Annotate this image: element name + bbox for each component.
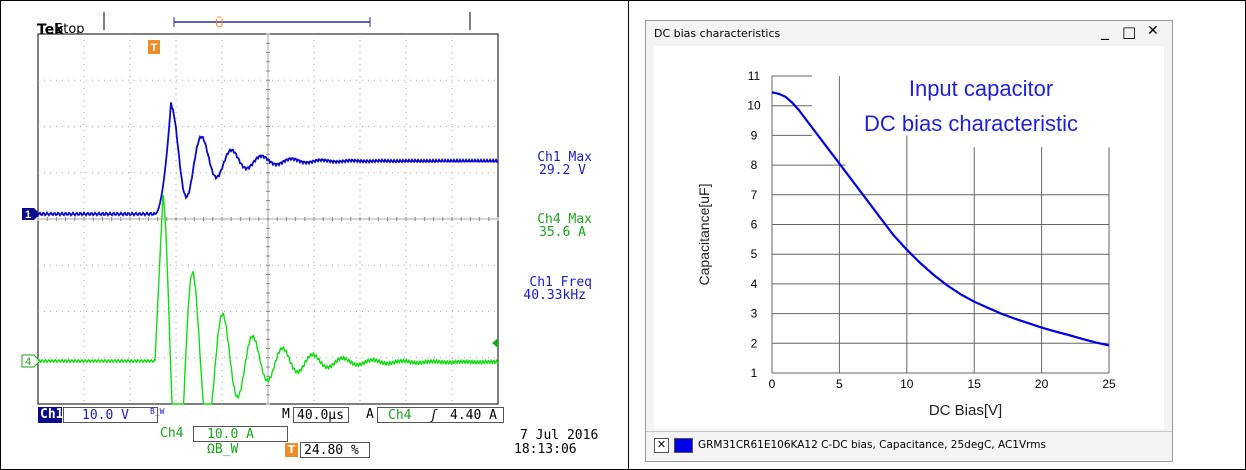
close-button[interactable]: ✕ (1147, 23, 1159, 39)
y-tick-label: 10 (747, 99, 761, 113)
record-trigger-marker: Ũ (215, 15, 224, 30)
x-tick-label: 15 (968, 377, 982, 391)
scope-time: 18:13:06 (514, 442, 577, 457)
x-tick-label: 25 (1102, 377, 1116, 391)
window-title: DC bias characteristics (654, 27, 781, 40)
trigger-level-arrow (492, 338, 498, 348)
ch4-status-label: Ch4 (160, 426, 184, 441)
legend-checkbox[interactable]: ✕ (654, 438, 669, 453)
trigger-channel: Ch4 (388, 408, 412, 423)
y-tick-label: 2 (751, 336, 758, 350)
trigger-level: 4.40 A (450, 408, 497, 423)
trigger-marker-label: T (151, 42, 158, 54)
measurement-label: Ch4 Max (537, 212, 592, 227)
ch4-waveform (37, 194, 499, 405)
y-tick-label: 4 (751, 277, 758, 291)
ch4-ground-marker (21, 354, 41, 368)
dc-bias-chart: 0 5 10 15 20 25 1 2 3 4 5 6 7 8 9 10 11 DC Bias[V] Capacit… (696, 69, 1116, 419)
y-tick-label: 8 (751, 158, 758, 172)
ch1-ground-marker (22, 208, 40, 220)
y-tick-label: 5 (751, 247, 758, 261)
y-tick-label: 9 (751, 128, 758, 142)
y-tick-label: 7 (751, 188, 758, 202)
dc-bias-window: DC bias characteristics _ □ ✕ 0 5 10 15 20 25… (645, 20, 1173, 462)
measurement-value: 29.2 V (539, 163, 586, 178)
x-tick-label: 10 (900, 377, 914, 391)
measurement-label: Ch1 Max (537, 150, 592, 165)
timebase-prefix: M (282, 407, 290, 422)
series-line (771, 91, 1110, 347)
plot-area (654, 46, 1164, 429)
y-tick-label: 3 (751, 307, 758, 321)
trigger-settings: Ch4 ʃ 4.40 A (377, 407, 504, 423)
measurement-value: 35.6 A (539, 225, 586, 240)
y-tick-label: 11 (748, 69, 761, 83)
scope-date: 7 Jul 2016 (520, 428, 599, 443)
minimize-button[interactable]: _ (1101, 21, 1109, 40)
x-tick-label: 5 (836, 377, 843, 391)
x-axis-label: DC Bias[V] (929, 402, 1002, 419)
x-tick-label: 0 (769, 377, 776, 391)
trigger-marker-icon (148, 40, 160, 54)
trigger-position: 24.80 % (300, 442, 370, 458)
ch1-waveform (37, 102, 499, 217)
trigger-slope-icon: ʃ (430, 408, 438, 423)
ch1-bw-flag: B_W (150, 407, 165, 416)
measurement-label: Ch1 Freq (529, 275, 592, 290)
y-tick-label: 1 (751, 366, 758, 380)
timebase-value: 40.0µs (293, 407, 349, 423)
maximize-button[interactable]: □ (1122, 23, 1137, 41)
legend-bar: ✕ GRM31CR61E106KA12 C-DC bias, Capacitan… (646, 431, 1172, 460)
y-tick-label: 6 (751, 218, 758, 232)
panel-divider (628, 0, 629, 470)
legend-entry: GRM31CR61E106KA12 C-DC bias, Capacitance… (698, 439, 1046, 451)
x-tick-label: 20 (1035, 377, 1049, 391)
trigger-position-icon: T (285, 443, 298, 457)
chart-annotation-line2: DC bias characteristic (864, 111, 1078, 136)
scope-display: Ũ T 1 4 (21, 12, 499, 405)
scope-state: Stop (55, 22, 85, 37)
ch1-marker-label: 1 (25, 209, 31, 221)
ch1-status-label: Ch1 (38, 407, 64, 423)
ch4-scale: 10.0 A ΩB_W (193, 426, 288, 457)
ch1-scale: 10.0 V (63, 407, 158, 423)
trigger-source-prefix: A (366, 407, 374, 422)
chart-annotation-line1: Input capacitor (909, 76, 1053, 101)
measurement-value: 40.33kHz (523, 288, 586, 303)
ch4-marker-label: 4 (25, 356, 31, 368)
y-axis-label: Capacitance[uF] (696, 184, 712, 286)
legend-color-swatch[interactable] (674, 438, 693, 453)
